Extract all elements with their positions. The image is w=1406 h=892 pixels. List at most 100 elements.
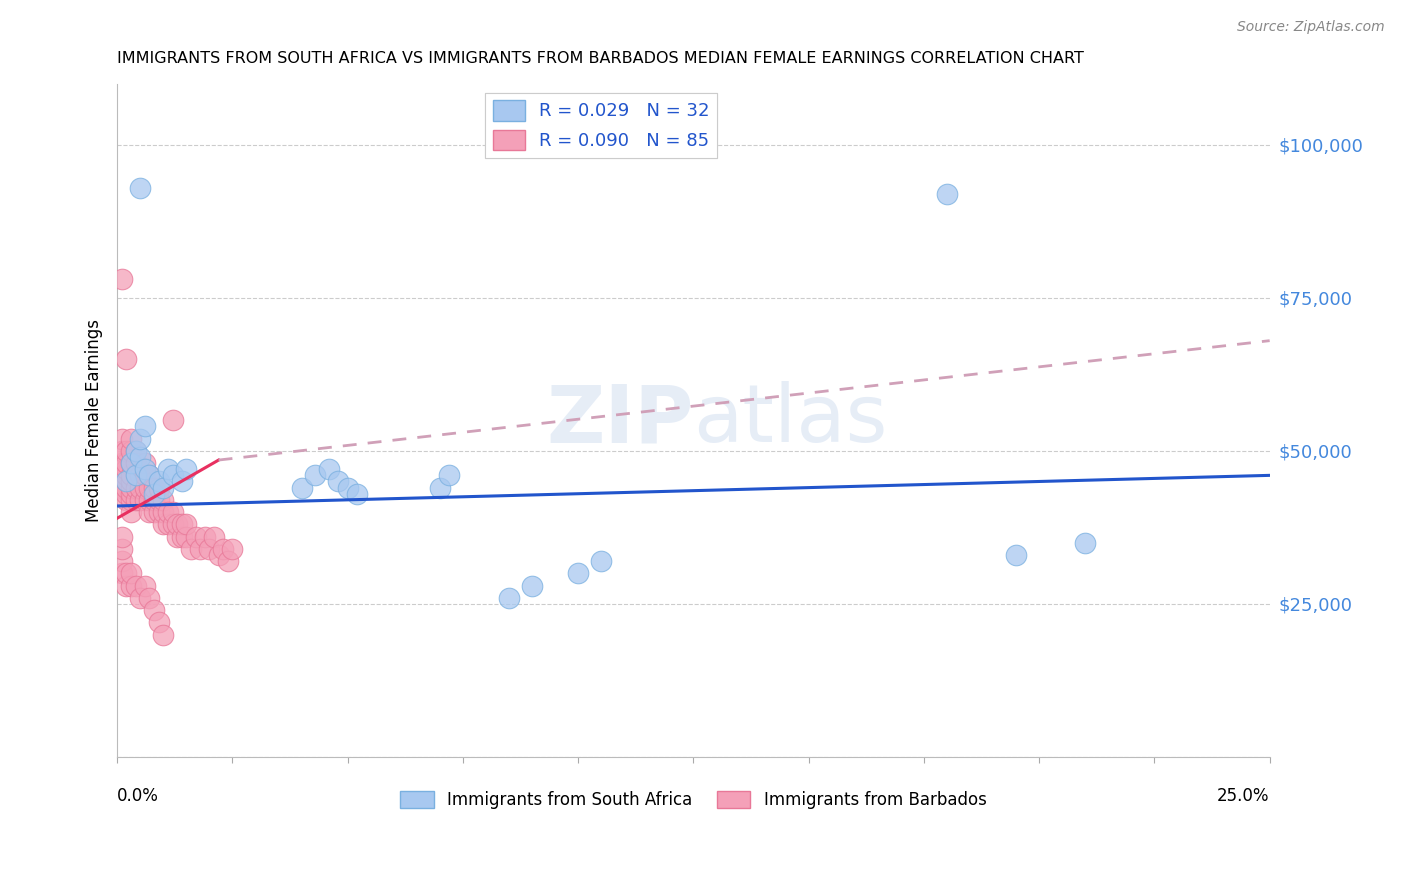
Point	[180, 541, 202, 556]
Point	[120, 468, 142, 483]
Point	[520, 578, 543, 592]
Point	[217, 554, 239, 568]
Point	[429, 481, 451, 495]
Point	[176, 530, 198, 544]
Point	[111, 481, 134, 495]
Point	[134, 462, 156, 476]
Point	[129, 468, 152, 483]
Point	[152, 492, 174, 507]
Point	[111, 530, 134, 544]
Point	[290, 481, 312, 495]
Point	[120, 566, 142, 581]
Point	[202, 530, 225, 544]
Point	[134, 481, 156, 495]
Point	[152, 627, 174, 641]
Point	[115, 487, 138, 501]
Point	[143, 481, 166, 495]
Point	[346, 487, 368, 501]
Point	[111, 468, 134, 483]
Point	[115, 462, 138, 476]
Point	[152, 505, 174, 519]
Point	[115, 566, 138, 581]
Point	[143, 487, 166, 501]
Point	[170, 530, 193, 544]
Point	[156, 517, 179, 532]
Point	[115, 468, 138, 483]
Point	[148, 475, 170, 489]
Point	[156, 462, 179, 476]
Point	[129, 450, 152, 464]
Point	[207, 548, 229, 562]
Point	[176, 517, 198, 532]
Point	[188, 541, 211, 556]
Point	[318, 462, 340, 476]
Point	[143, 603, 166, 617]
Point	[328, 475, 350, 489]
Point	[134, 456, 156, 470]
Point	[124, 578, 146, 592]
Point	[120, 432, 142, 446]
Point	[111, 475, 134, 489]
Point	[134, 468, 156, 483]
Point	[194, 530, 217, 544]
Point	[115, 492, 138, 507]
Point	[115, 475, 138, 489]
Point	[111, 456, 134, 470]
Point	[124, 492, 146, 507]
Point	[120, 578, 142, 592]
Point	[115, 475, 138, 489]
Point	[148, 492, 170, 507]
Point	[304, 468, 326, 483]
Point	[1074, 535, 1097, 549]
Point	[120, 505, 142, 519]
Point	[936, 186, 959, 201]
Point	[124, 443, 146, 458]
Point	[111, 554, 134, 568]
Point	[129, 180, 152, 194]
Point	[212, 541, 235, 556]
Point	[124, 468, 146, 483]
Point	[124, 481, 146, 495]
Point	[152, 481, 174, 495]
Point	[111, 541, 134, 556]
Point	[221, 541, 243, 556]
Point	[148, 615, 170, 630]
Point	[120, 492, 142, 507]
Point	[111, 443, 134, 458]
Point	[437, 468, 460, 483]
Point	[138, 492, 160, 507]
Text: ZIP: ZIP	[546, 381, 693, 459]
Point	[166, 517, 188, 532]
Point	[124, 468, 146, 483]
Point	[120, 487, 142, 501]
Point	[129, 432, 152, 446]
Point	[498, 591, 520, 605]
Point	[567, 566, 589, 581]
Text: 25.0%: 25.0%	[1218, 787, 1270, 805]
Point	[115, 578, 138, 592]
Point	[591, 554, 613, 568]
Point	[134, 492, 156, 507]
Point	[120, 481, 142, 495]
Point	[129, 591, 152, 605]
Point	[115, 351, 138, 366]
Point	[166, 530, 188, 544]
Point	[336, 481, 359, 495]
Point	[115, 481, 138, 495]
Y-axis label: Median Female Earnings: Median Female Earnings	[86, 318, 103, 522]
Point	[111, 566, 134, 581]
Point	[120, 456, 142, 470]
Point	[148, 505, 170, 519]
Point	[124, 456, 146, 470]
Point	[176, 462, 198, 476]
Point	[120, 456, 142, 470]
Point	[138, 591, 160, 605]
Legend: R = 0.029   N = 32, R = 0.090   N = 85: R = 0.029 N = 32, R = 0.090 N = 85	[485, 93, 717, 158]
Point	[120, 443, 142, 458]
Point	[170, 475, 193, 489]
Point	[152, 517, 174, 532]
Point	[115, 456, 138, 470]
Point	[162, 468, 184, 483]
Text: atlas: atlas	[693, 381, 887, 459]
Point	[124, 443, 146, 458]
